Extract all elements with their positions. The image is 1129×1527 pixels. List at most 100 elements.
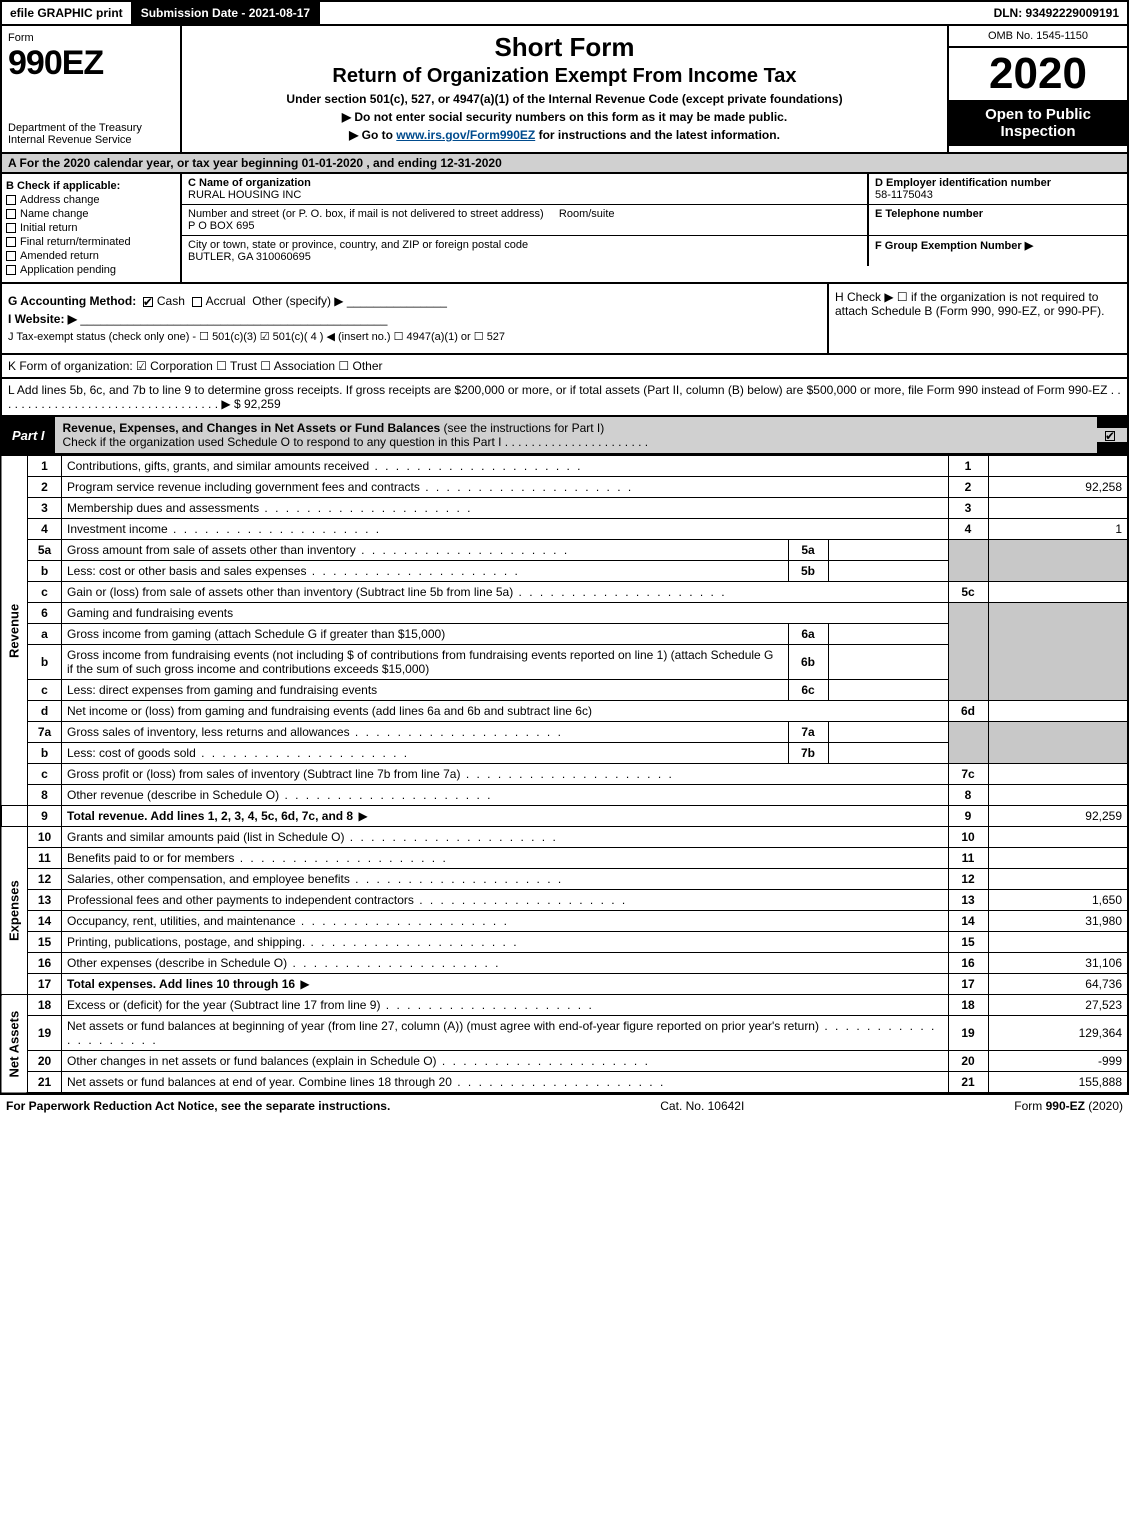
- line-8-desc: Other revenue (describe in Schedule O): [62, 785, 949, 806]
- line-h: H Check ▶ ☐ if the organization is not r…: [827, 284, 1127, 353]
- chk-cash[interactable]: [143, 297, 153, 307]
- chk-accrual[interactable]: [192, 297, 202, 307]
- line-11-desc: Benefits paid to or for members: [62, 848, 949, 869]
- line-6b-desc: Gross income from fundraising events (no…: [62, 645, 789, 680]
- part1-header: Part I Revenue, Expenses, and Changes in…: [0, 417, 1129, 455]
- line-g: G Accounting Method: Cash Accrual Other …: [8, 294, 821, 308]
- dept-treasury: Department of the Treasury: [8, 122, 174, 134]
- tax-year: 2020: [949, 48, 1127, 100]
- subtitle: Under section 501(c), 527, or 4947(a)(1)…: [192, 92, 937, 106]
- line-21-amount: 155,888: [988, 1072, 1128, 1094]
- room-label: Room/suite: [559, 208, 615, 220]
- chk-amended-return[interactable]: Amended return: [6, 250, 176, 262]
- line-6d-amount: [988, 701, 1128, 722]
- footer-left: For Paperwork Reduction Act Notice, see …: [6, 1099, 390, 1113]
- line-16-amount: 31,106: [988, 953, 1128, 974]
- cell-e: E Telephone number: [867, 205, 1127, 235]
- title-return: Return of Organization Exempt From Incom…: [192, 65, 937, 88]
- part1-schedule-o-check[interactable]: [1097, 428, 1127, 442]
- gh-left: G Accounting Method: Cash Accrual Other …: [2, 284, 827, 353]
- cell-f: F Group Exemption Number ▶: [867, 236, 1127, 266]
- line-14-amount: 31,980: [988, 911, 1128, 932]
- line-6d-desc: Net income or (loss) from gaming and fun…: [62, 701, 949, 722]
- line-9-desc: Total revenue. Add lines 1, 2, 3, 4, 5c,…: [62, 806, 949, 827]
- line-18-amount: 27,523: [988, 995, 1128, 1016]
- c-label: C Name of organization: [188, 177, 861, 189]
- chk-application-pending[interactable]: Application pending: [6, 264, 176, 276]
- line-13-desc: Professional fees and other payments to …: [62, 890, 949, 911]
- col-b-title: B Check if applicable:: [6, 180, 120, 192]
- line-7b-desc: Less: cost of goods sold: [62, 743, 789, 764]
- line-4-amount: 1: [988, 519, 1128, 540]
- page-footer: For Paperwork Reduction Act Notice, see …: [0, 1094, 1129, 1117]
- col-cde: C Name of organization RURAL HOUSING INC…: [182, 174, 1127, 282]
- line-i: I Website: ▶ ___________________________…: [8, 312, 821, 326]
- line-6a-desc: Gross income from gaming (attach Schedul…: [62, 624, 789, 645]
- section-a-tax-year: A For the 2020 calendar year, or tax yea…: [0, 154, 1129, 174]
- line-k: K Form of organization: ☑ Corporation ☐ …: [0, 355, 1129, 379]
- header-mid: Short Form Return of Organization Exempt…: [182, 26, 947, 152]
- form-word: Form: [8, 32, 174, 44]
- line-7c-amount: [988, 764, 1128, 785]
- line-18-desc: Excess or (deficit) for the year (Subtra…: [62, 995, 949, 1016]
- gross-receipts-value: 92,259: [244, 397, 281, 411]
- side-expenses: Expenses: [1, 827, 28, 995]
- line-19-desc: Net assets or fund balances at beginning…: [62, 1016, 949, 1051]
- line-1-amount: [988, 456, 1128, 477]
- topbar-spacer: [320, 2, 985, 24]
- part1-title: Revenue, Expenses, and Changes in Net As…: [55, 417, 1097, 453]
- line-j: J Tax-exempt status (check only one) - ☐…: [8, 330, 821, 343]
- entity-block: B Check if applicable: Address change Na…: [0, 174, 1129, 284]
- line-20-amount: -999: [988, 1051, 1128, 1072]
- submission-date: Submission Date - 2021-08-17: [133, 2, 320, 24]
- line-16-desc: Other expenses (describe in Schedule O): [62, 953, 949, 974]
- line-15-amount: [988, 932, 1128, 953]
- line-17-desc: Total expenses. Add lines 10 through 16: [62, 974, 949, 995]
- line-21-desc: Net assets or fund balances at end of ye…: [62, 1072, 949, 1094]
- dept-block: Department of the Treasury Internal Reve…: [8, 122, 174, 146]
- f-label: F Group Exemption Number ▶: [875, 239, 1121, 252]
- e-label: E Telephone number: [875, 208, 1121, 220]
- line-6-desc: Gaming and fundraising events: [62, 603, 949, 624]
- line-20-desc: Other changes in net assets or fund bala…: [62, 1051, 949, 1072]
- line-8-amount: [988, 785, 1128, 806]
- irs-link[interactable]: www.irs.gov/Form990EZ: [396, 128, 535, 142]
- header-left: Form 990EZ Department of the Treasury In…: [2, 26, 182, 152]
- line-13-amount: 1,650: [988, 890, 1128, 911]
- footer-right: Form 990-EZ (2020): [1014, 1099, 1123, 1113]
- chk-initial-return[interactable]: Initial return: [6, 222, 176, 234]
- efile-label: efile GRAPHIC print: [2, 2, 133, 24]
- line-7c-desc: Gross profit or (loss) from sales of inv…: [62, 764, 949, 785]
- line-12-amount: [988, 869, 1128, 890]
- cell-address: Number and street (or P. O. box, if mail…: [182, 205, 867, 235]
- col-b-checkboxes: B Check if applicable: Address change Na…: [2, 174, 182, 282]
- line-10-amount: [988, 827, 1128, 848]
- form-header: Form 990EZ Department of the Treasury In…: [0, 26, 1129, 154]
- form-number: 990EZ: [8, 44, 174, 83]
- line-5c-desc: Gain or (loss) from sale of assets other…: [62, 582, 949, 603]
- dept-irs: Internal Revenue Service: [8, 134, 174, 146]
- line-3-amount: [988, 498, 1128, 519]
- dln: DLN: 93492229009191: [986, 2, 1127, 24]
- line-3-desc: Membership dues and assessments: [62, 498, 949, 519]
- line-5a-desc: Gross amount from sale of assets other t…: [62, 540, 789, 561]
- addr-value: P O BOX 695: [188, 220, 861, 232]
- side-net-assets: Net Assets: [1, 995, 28, 1094]
- line-7a-desc: Gross sales of inventory, less returns a…: [62, 722, 789, 743]
- line-5c-amount: [988, 582, 1128, 603]
- org-name: RURAL HOUSING INC: [188, 189, 861, 201]
- chk-final-return[interactable]: Final return/terminated: [6, 236, 176, 248]
- header-right: OMB No. 1545-1150 2020 Open to Public In…: [947, 26, 1127, 152]
- cell-d: D Employer identification number 58-1175…: [867, 174, 1127, 204]
- line-17-amount: 64,736: [988, 974, 1128, 995]
- line-9-amount: 92,259: [988, 806, 1128, 827]
- line-10-desc: Grants and similar amounts paid (list in…: [62, 827, 949, 848]
- city-value: BUTLER, GA 310060695: [188, 251, 861, 263]
- side-revenue: Revenue: [1, 456, 28, 806]
- addr-label: Number and street (or P. O. box, if mail…: [188, 208, 544, 220]
- chk-name-change[interactable]: Name change: [6, 208, 176, 220]
- line-1-desc: Contributions, gifts, grants, and simila…: [62, 456, 949, 477]
- chk-address-change[interactable]: Address change: [6, 194, 176, 206]
- ein-value: 58-1175043: [875, 189, 1121, 201]
- line-l: L Add lines 5b, 6c, and 7b to line 9 to …: [0, 379, 1129, 417]
